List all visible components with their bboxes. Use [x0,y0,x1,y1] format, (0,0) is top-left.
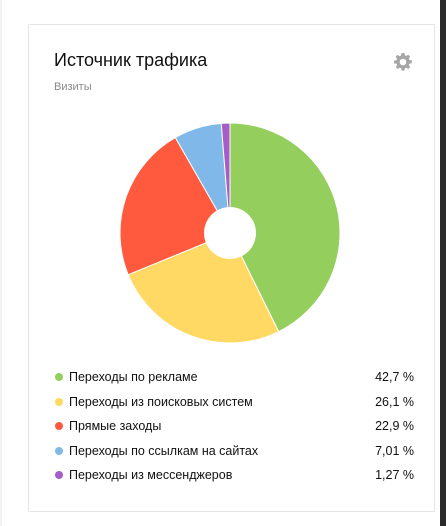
legend-label: Прямые заходы [69,419,162,433]
pie-slice[interactable] [119,136,231,276]
legend-color-dot [55,373,63,381]
gear-icon[interactable] [393,52,413,72]
pie-slice[interactable] [127,232,280,344]
legend-item[interactable]: Переходы по рекламе 42,7 % [54,365,416,390]
legend-item[interactable]: Прямые заходы 22,9 % [54,414,416,439]
pie-slice[interactable] [220,122,231,234]
legend-value: 1,27 % [375,468,414,482]
legend-label: Переходы по рекламе [69,370,198,384]
donut-hole [204,207,256,259]
background-edge [0,0,2,526]
legend-label: Переходы по ссылкам на сайтах [69,443,259,458]
legend-label: Переходы из поисковых систем [69,394,253,409]
legend-value: 26,1 % [375,394,414,409]
chart-legend: Переходы по рекламе 42,7 % Переходы из пои… [54,365,416,488]
legend-value: 42,7 % [375,370,414,384]
legend-value: 22,9 % [375,419,414,433]
legend-value: 7,01 % [375,443,414,458]
pie-slice[interactable] [229,122,341,333]
traffic-source-widget: Источник трафика Визиты Переходы по рекл… [28,24,435,512]
legend-color-dot [55,471,63,479]
legend-item[interactable]: Переходы по ссылкам на сайтах 7,01 % [54,439,416,464]
legend-color-dot [55,446,63,455]
scrollbar-strip [440,0,446,526]
legend-color-dot [55,397,63,406]
legend-item[interactable]: Переходы из поисковых систем 26,1 % [54,390,416,415]
widget-title: Источник трафика [54,50,208,70]
legend-label: Переходы из мессенджеров [69,468,233,482]
widget-subtitle: Визиты [54,81,92,93]
legend-item[interactable]: Переходы из мессенджеров 1,27 % [54,463,416,488]
traffic-donut-chart [119,122,341,344]
legend-color-dot [55,422,63,430]
